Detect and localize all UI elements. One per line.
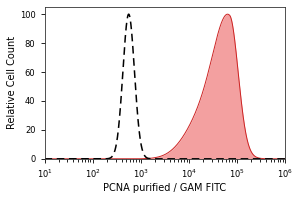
X-axis label: PCNA purified / GAM FITC: PCNA purified / GAM FITC	[103, 183, 226, 193]
Y-axis label: Relative Cell Count: Relative Cell Count	[7, 36, 17, 129]
